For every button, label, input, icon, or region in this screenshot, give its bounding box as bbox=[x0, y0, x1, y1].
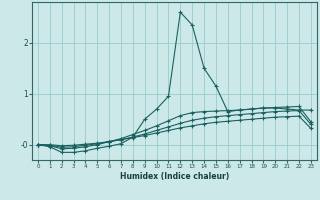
X-axis label: Humidex (Indice chaleur): Humidex (Indice chaleur) bbox=[120, 172, 229, 181]
